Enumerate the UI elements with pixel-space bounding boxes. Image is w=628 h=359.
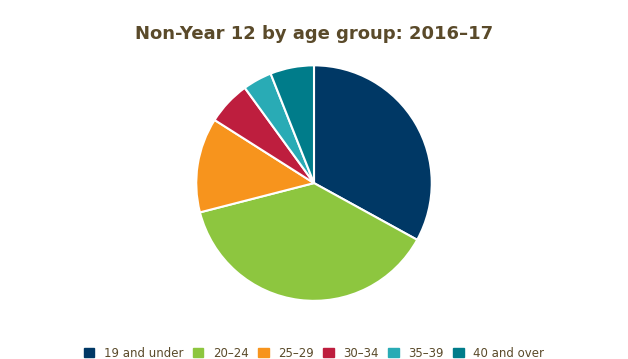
Wedge shape bbox=[196, 120, 314, 213]
Legend: 19 and under, 20–24, 25–29, 30–34, 35–39, 40 and over: 19 and under, 20–24, 25–29, 30–34, 35–39… bbox=[84, 347, 544, 359]
Text: Non-Year 12 by age group: 2016–17: Non-Year 12 by age group: 2016–17 bbox=[135, 25, 493, 43]
Wedge shape bbox=[271, 65, 314, 183]
Wedge shape bbox=[200, 183, 417, 301]
Wedge shape bbox=[215, 88, 314, 183]
Wedge shape bbox=[245, 74, 314, 183]
Wedge shape bbox=[314, 65, 432, 240]
